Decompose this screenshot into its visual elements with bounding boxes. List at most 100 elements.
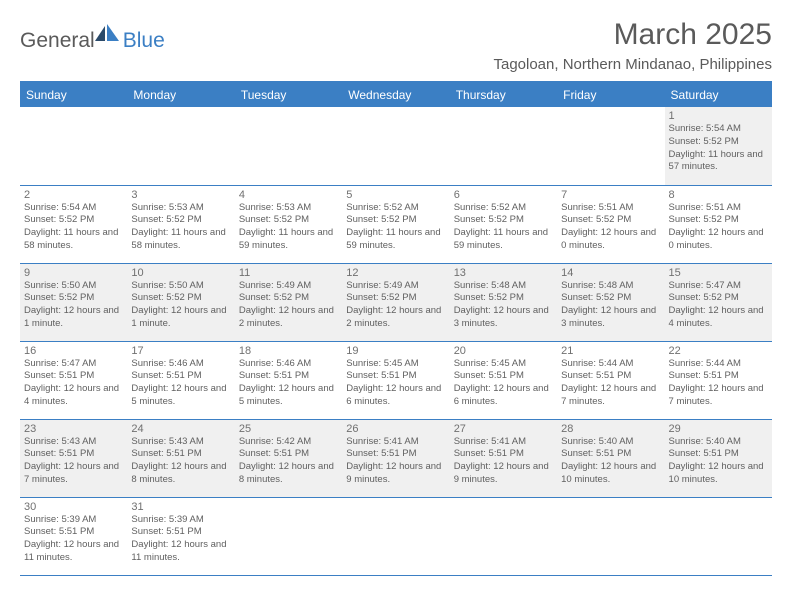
logo: General Blue: [20, 18, 165, 57]
day-info: Sunrise: 5:43 AMSunset: 5:51 PMDaylight:…: [131, 436, 230, 487]
day-number: 12: [346, 267, 445, 279]
day-number: 30: [24, 501, 123, 513]
sunrise-text: Sunrise: 5:47 AM: [669, 280, 768, 293]
location-subtitle: Tagoloan, Northern Mindanao, Philippines: [493, 56, 772, 73]
daylight-text: Daylight: 12 hours and 2 minutes.: [346, 305, 445, 331]
sunset-text: Sunset: 5:51 PM: [454, 448, 553, 461]
sunrise-text: Sunrise: 5:44 AM: [669, 358, 768, 371]
day-cell: 13Sunrise: 5:48 AMSunset: 5:52 PMDayligh…: [450, 263, 557, 341]
sunset-text: Sunset: 5:51 PM: [561, 448, 660, 461]
daylight-text: Daylight: 12 hours and 9 minutes.: [454, 461, 553, 487]
daylight-text: Daylight: 12 hours and 2 minutes.: [239, 305, 338, 331]
day-cell: 30Sunrise: 5:39 AMSunset: 5:51 PMDayligh…: [20, 497, 127, 575]
day-info: Sunrise: 5:42 AMSunset: 5:51 PMDaylight:…: [239, 436, 338, 487]
sunset-text: Sunset: 5:52 PM: [24, 292, 123, 305]
sunset-text: Sunset: 5:52 PM: [131, 214, 230, 227]
calendar-table: Sunday Monday Tuesday Wednesday Thursday…: [20, 83, 772, 576]
sunrise-text: Sunrise: 5:51 AM: [561, 202, 660, 215]
sunrise-text: Sunrise: 5:49 AM: [346, 280, 445, 293]
day-number: 2: [24, 189, 123, 201]
sunrise-text: Sunrise: 5:40 AM: [561, 436, 660, 449]
sunrise-text: Sunrise: 5:54 AM: [669, 123, 768, 136]
day-info: Sunrise: 5:46 AMSunset: 5:51 PMDaylight:…: [131, 358, 230, 409]
calendar-body: 1Sunrise: 5:54 AMSunset: 5:52 PMDaylight…: [20, 107, 772, 575]
day-cell: 12Sunrise: 5:49 AMSunset: 5:52 PMDayligh…: [342, 263, 449, 341]
day-cell: [450, 497, 557, 575]
day-cell: 8Sunrise: 5:51 AMSunset: 5:52 PMDaylight…: [665, 185, 772, 263]
col-thursday: Thursday: [450, 83, 557, 107]
daylight-text: Daylight: 12 hours and 1 minute.: [131, 305, 230, 331]
day-number: 14: [561, 267, 660, 279]
day-info: Sunrise: 5:43 AMSunset: 5:51 PMDaylight:…: [24, 436, 123, 487]
week-row: 2Sunrise: 5:54 AMSunset: 5:52 PMDaylight…: [20, 185, 772, 263]
sunset-text: Sunset: 5:51 PM: [131, 370, 230, 383]
day-number: 7: [561, 189, 660, 201]
day-number: 6: [454, 189, 553, 201]
day-number: 24: [131, 423, 230, 435]
daylight-text: Daylight: 12 hours and 8 minutes.: [131, 461, 230, 487]
day-cell: 19Sunrise: 5:45 AMSunset: 5:51 PMDayligh…: [342, 341, 449, 419]
daylight-text: Daylight: 12 hours and 3 minutes.: [454, 305, 553, 331]
day-info: Sunrise: 5:44 AMSunset: 5:51 PMDaylight:…: [561, 358, 660, 409]
sunset-text: Sunset: 5:52 PM: [561, 292, 660, 305]
col-monday: Monday: [127, 83, 234, 107]
sunrise-text: Sunrise: 5:42 AM: [239, 436, 338, 449]
sunset-text: Sunset: 5:52 PM: [346, 214, 445, 227]
sunset-text: Sunset: 5:52 PM: [669, 292, 768, 305]
day-number: 16: [24, 345, 123, 357]
day-info: Sunrise: 5:52 AMSunset: 5:52 PMDaylight:…: [454, 202, 553, 253]
day-cell: 2Sunrise: 5:54 AMSunset: 5:52 PMDaylight…: [20, 185, 127, 263]
sunrise-text: Sunrise: 5:41 AM: [454, 436, 553, 449]
sunset-text: Sunset: 5:51 PM: [131, 448, 230, 461]
day-number: 15: [669, 267, 768, 279]
daylight-text: Daylight: 12 hours and 9 minutes.: [346, 461, 445, 487]
day-number: 29: [669, 423, 768, 435]
sunrise-text: Sunrise: 5:53 AM: [239, 202, 338, 215]
sunrise-text: Sunrise: 5:51 AM: [669, 202, 768, 215]
header: General Blue March 2025 Tagoloan, Northe…: [20, 18, 772, 73]
day-cell: 22Sunrise: 5:44 AMSunset: 5:51 PMDayligh…: [665, 341, 772, 419]
sunset-text: Sunset: 5:51 PM: [239, 448, 338, 461]
sunrise-text: Sunrise: 5:47 AM: [24, 358, 123, 371]
day-number: 18: [239, 345, 338, 357]
col-saturday: Saturday: [665, 83, 772, 107]
day-cell: 15Sunrise: 5:47 AMSunset: 5:52 PMDayligh…: [665, 263, 772, 341]
week-row: 16Sunrise: 5:47 AMSunset: 5:51 PMDayligh…: [20, 341, 772, 419]
sunset-text: Sunset: 5:52 PM: [131, 292, 230, 305]
page-title: March 2025: [493, 18, 772, 52]
daylight-text: Daylight: 12 hours and 8 minutes.: [239, 461, 338, 487]
day-number: 1: [669, 110, 768, 122]
sunset-text: Sunset: 5:52 PM: [454, 214, 553, 227]
week-row: 23Sunrise: 5:43 AMSunset: 5:51 PMDayligh…: [20, 419, 772, 497]
sunrise-text: Sunrise: 5:43 AM: [24, 436, 123, 449]
day-cell: 23Sunrise: 5:43 AMSunset: 5:51 PMDayligh…: [20, 419, 127, 497]
day-number: 26: [346, 423, 445, 435]
day-number: 22: [669, 345, 768, 357]
day-info: Sunrise: 5:53 AMSunset: 5:52 PMDaylight:…: [239, 202, 338, 253]
sunset-text: Sunset: 5:51 PM: [454, 370, 553, 383]
daylight-text: Daylight: 11 hours and 59 minutes.: [454, 227, 553, 253]
sunset-text: Sunset: 5:52 PM: [454, 292, 553, 305]
day-info: Sunrise: 5:39 AMSunset: 5:51 PMDaylight:…: [131, 514, 230, 565]
daylight-text: Daylight: 11 hours and 57 minutes.: [669, 149, 768, 175]
sunset-text: Sunset: 5:52 PM: [669, 214, 768, 227]
sunrise-text: Sunrise: 5:52 AM: [346, 202, 445, 215]
day-number: 20: [454, 345, 553, 357]
daylight-text: Daylight: 11 hours and 59 minutes.: [239, 227, 338, 253]
day-cell: [342, 497, 449, 575]
sunset-text: Sunset: 5:52 PM: [669, 136, 768, 149]
sunrise-text: Sunrise: 5:39 AM: [24, 514, 123, 527]
logo-text-general: General: [20, 29, 95, 53]
day-cell: 1Sunrise: 5:54 AMSunset: 5:52 PMDaylight…: [665, 107, 772, 185]
sunset-text: Sunset: 5:51 PM: [346, 448, 445, 461]
week-row: 9Sunrise: 5:50 AMSunset: 5:52 PMDaylight…: [20, 263, 772, 341]
sunrise-text: Sunrise: 5:49 AM: [239, 280, 338, 293]
sunrise-text: Sunrise: 5:53 AM: [131, 202, 230, 215]
day-cell: [557, 107, 664, 185]
daylight-text: Daylight: 11 hours and 58 minutes.: [24, 227, 123, 253]
day-cell: 6Sunrise: 5:52 AMSunset: 5:52 PMDaylight…: [450, 185, 557, 263]
sunset-text: Sunset: 5:51 PM: [346, 370, 445, 383]
sunset-text: Sunset: 5:52 PM: [561, 214, 660, 227]
day-number: 10: [131, 267, 230, 279]
day-info: Sunrise: 5:40 AMSunset: 5:51 PMDaylight:…: [669, 436, 768, 487]
